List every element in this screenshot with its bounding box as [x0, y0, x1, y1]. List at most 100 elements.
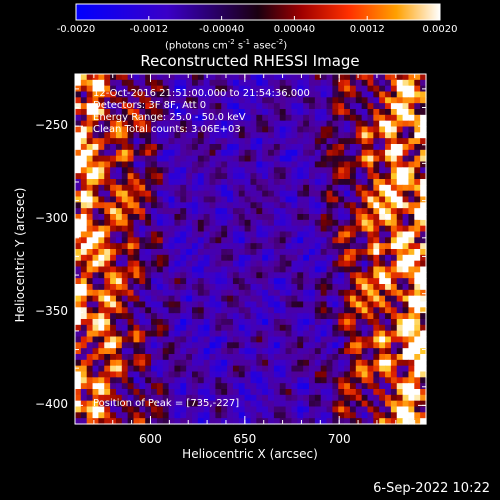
image-pixel — [273, 324, 281, 332]
image-pixel — [291, 295, 298, 303]
image-pixel — [256, 103, 263, 110]
image-pixel — [291, 383, 298, 390]
image-pixel — [110, 161, 117, 168]
image-pixel — [238, 97, 246, 104]
image-pixel — [203, 400, 211, 408]
image-pixel — [344, 85, 351, 93]
image-pixel — [297, 348, 304, 355]
image-pixel — [121, 120, 129, 128]
image-pixel — [162, 208, 170, 215]
image-pixel — [162, 179, 170, 186]
image-pixel — [414, 330, 421, 338]
image-pixel — [256, 412, 263, 419]
image-pixel — [162, 319, 170, 326]
image-pixel — [215, 79, 222, 87]
image-pixel — [139, 219, 146, 227]
image-pixel — [297, 208, 304, 215]
image-pixel — [285, 138, 293, 145]
image-pixel — [174, 389, 181, 396]
image-pixel — [115, 295, 123, 303]
image-pixel — [344, 132, 351, 139]
image-pixel — [139, 190, 146, 198]
image-pixel — [285, 243, 293, 250]
image-pixel — [367, 254, 374, 262]
image-pixel — [86, 225, 94, 233]
image-pixel — [338, 85, 345, 93]
image-pixel — [232, 91, 240, 98]
image-pixel — [338, 202, 345, 209]
image-pixel — [390, 301, 398, 308]
image-pixel — [297, 383, 304, 390]
image-pixel — [168, 418, 176, 425]
image-pixel — [156, 196, 164, 203]
image-pixel — [180, 74, 187, 81]
image-pixel — [209, 260, 216, 268]
image-pixel — [86, 109, 94, 116]
image-pixel — [361, 214, 369, 221]
image-pixel — [221, 190, 228, 198]
image-pixel — [361, 266, 369, 273]
image-pixel — [367, 179, 374, 186]
image-pixel — [291, 400, 298, 408]
image-pixel — [291, 179, 298, 186]
image-pixel — [133, 219, 140, 227]
image-pixel — [256, 190, 263, 198]
image-pixel — [151, 120, 158, 128]
image-pixel — [80, 254, 88, 262]
image-pixel — [244, 348, 252, 355]
image-pixel — [192, 313, 199, 320]
image-pixel — [86, 266, 94, 273]
image-pixel — [186, 389, 193, 396]
image-pixel — [227, 231, 234, 238]
image-pixel — [156, 412, 164, 419]
image-pixel — [221, 184, 228, 192]
image-pixel — [332, 389, 339, 396]
image-pixel — [227, 412, 234, 419]
image-pixel — [309, 342, 316, 349]
image-pixel — [92, 284, 99, 291]
image-pixel — [291, 114, 298, 122]
image-pixel — [326, 103, 333, 110]
image-pixel — [326, 155, 333, 163]
image-pixel — [203, 313, 211, 320]
image-pixel — [390, 289, 398, 297]
image-pixel — [145, 155, 152, 163]
image-pixel — [309, 371, 316, 378]
image-pixel — [320, 79, 328, 87]
image-pixel — [349, 301, 357, 308]
image-pixel — [203, 214, 211, 221]
image-pixel — [232, 359, 240, 367]
image-pixel — [238, 225, 246, 233]
image-pixel — [408, 202, 415, 209]
image-pixel — [104, 266, 111, 273]
image-pixel — [420, 278, 427, 285]
image-pixel — [215, 342, 222, 349]
image-pixel — [373, 173, 380, 180]
x-tick-label: 650 — [233, 432, 257, 446]
image-pixel — [145, 365, 152, 373]
image-pixel — [139, 79, 146, 87]
image-pixel — [291, 85, 298, 93]
image-pixel — [139, 313, 146, 320]
image-pixel — [338, 406, 345, 413]
image-pixel — [104, 237, 111, 244]
image-pixel — [309, 400, 316, 408]
image-pixel — [115, 412, 123, 419]
image-pixel — [92, 103, 99, 110]
image-pixel — [385, 313, 392, 320]
image-pixel — [168, 120, 176, 128]
image-pixel — [420, 103, 427, 110]
image-pixel — [174, 225, 181, 233]
image-pixel — [162, 272, 170, 279]
image-pixel — [92, 138, 99, 145]
image-pixel — [133, 173, 140, 180]
image-pixel — [227, 190, 234, 198]
image-pixel — [379, 400, 386, 408]
image-pixel — [215, 132, 222, 139]
image-pixel — [209, 266, 216, 273]
image-pixel — [408, 167, 415, 174]
image-pixel — [332, 202, 339, 209]
image-pixel — [279, 400, 287, 408]
image-pixel — [180, 225, 187, 233]
image-pixel — [80, 289, 88, 297]
